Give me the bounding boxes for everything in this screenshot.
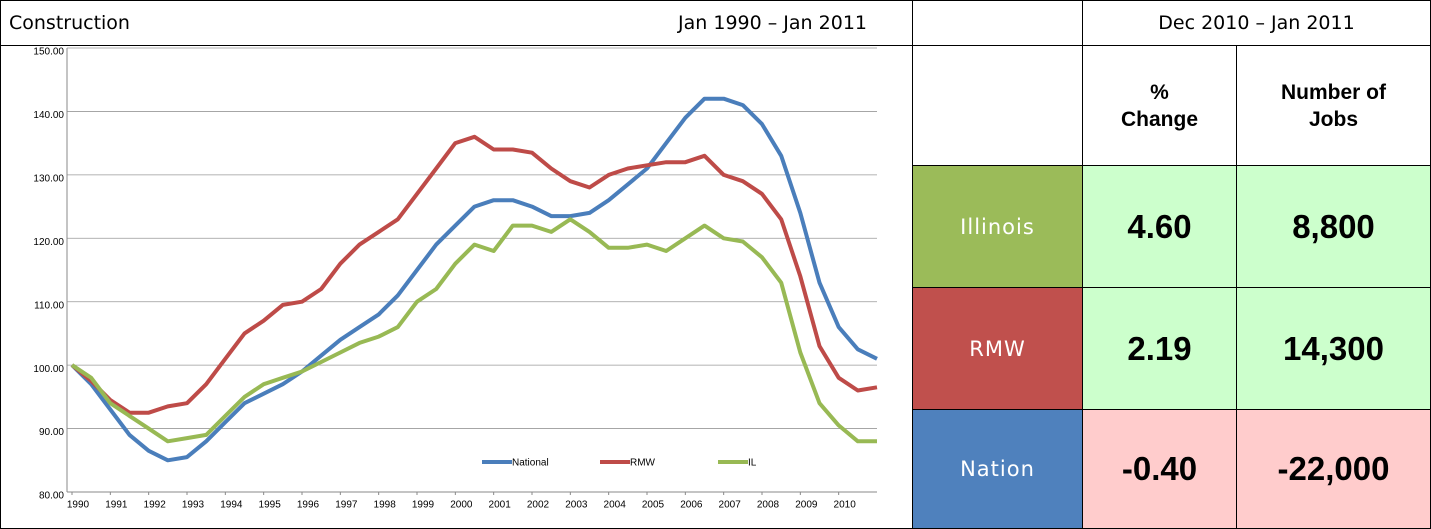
row-label: RMW xyxy=(912,287,1083,410)
jobs-change: 8,800 xyxy=(1236,165,1431,288)
table-corner xyxy=(912,0,1083,46)
x-tick-label: 1994 xyxy=(220,500,243,511)
legend-label: RMW xyxy=(630,458,656,469)
row-label: Nation xyxy=(912,409,1083,529)
x-tick-label: 1997 xyxy=(335,500,358,511)
x-tick-label: 2003 xyxy=(565,500,588,511)
x-tick-label: 1998 xyxy=(374,500,397,511)
pct-change: -0.40 xyxy=(1082,409,1237,529)
chart-title: Construction xyxy=(9,12,130,34)
series-line xyxy=(70,134,878,415)
legend-label: IL xyxy=(748,458,757,469)
y-tick-label: 110.00 xyxy=(34,300,64,311)
row-label: Illinois xyxy=(912,165,1083,288)
x-tick-label: 2005 xyxy=(642,500,665,511)
x-tick-label: 2002 xyxy=(527,500,550,511)
y-tick-label: 90.00 xyxy=(39,427,64,438)
x-tick-label: 1993 xyxy=(182,500,205,511)
x-tick-label: 2010 xyxy=(834,500,857,511)
x-tick-label: 2001 xyxy=(489,500,512,511)
table-corner xyxy=(912,45,1083,166)
chart-header: Construction Jan 1990 – Jan 2011 xyxy=(0,0,913,46)
chart-subtitle: Jan 1990 – Jan 2011 xyxy=(678,12,867,34)
x-tick-label: 2008 xyxy=(757,500,780,511)
y-tick-label: 100.00 xyxy=(33,364,64,375)
x-tick-label: 2007 xyxy=(719,500,742,511)
y-tick-label: 140.00 xyxy=(33,110,64,121)
x-tick-label: 2009 xyxy=(795,500,818,511)
series-line xyxy=(70,217,877,444)
x-tick-label: 1991 xyxy=(105,500,128,511)
y-tick-label: 150.00 xyxy=(33,47,64,58)
pct-change: 4.60 xyxy=(1082,165,1237,288)
x-tick-label: 1995 xyxy=(259,500,282,511)
x-tick-label: 1999 xyxy=(412,500,435,511)
column-header: % Change xyxy=(1082,45,1237,166)
x-tick-label: 2006 xyxy=(680,500,703,511)
column-header: Number of Jobs xyxy=(1236,45,1431,166)
jobs-change: 14,300 xyxy=(1236,287,1431,410)
y-tick-label: 120.00 xyxy=(33,237,64,248)
x-tick-label: 1992 xyxy=(144,500,167,511)
x-tick-label: 1990 xyxy=(67,500,90,511)
y-tick-label: 130.00 xyxy=(33,173,64,184)
x-tick-label: 2004 xyxy=(604,500,627,511)
legend-label: National xyxy=(512,458,549,469)
jobs-change: -22,000 xyxy=(1236,409,1431,529)
pct-change: 2.19 xyxy=(1082,287,1237,410)
series-line xyxy=(70,96,878,463)
y-tick-label: 80.00 xyxy=(39,491,64,502)
x-tick-label: 1996 xyxy=(297,500,320,511)
period-header: Dec 2010 – Jan 2011 xyxy=(1082,0,1431,46)
x-tick-label: 2000 xyxy=(450,500,473,511)
chart: 80.00 90.00 100.00 110.00 120.00 130.00 140.00… xyxy=(33,47,878,511)
